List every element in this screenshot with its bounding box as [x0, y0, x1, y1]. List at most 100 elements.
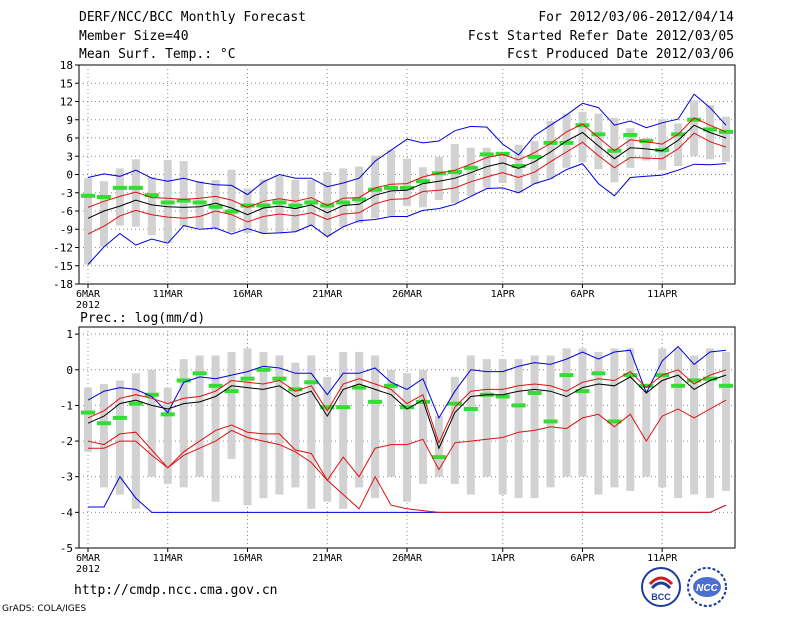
prec-observed-marker: [575, 389, 590, 394]
temp-spread-bar: [211, 179, 220, 229]
prec-observed-marker: [192, 371, 207, 376]
ncc-logo: NCC: [687, 567, 727, 607]
prec-spread-bar: [514, 359, 523, 499]
prec-observed-marker: [336, 405, 351, 410]
temp-xtick-year: 2012: [76, 300, 100, 311]
prec-observed-marker: [607, 419, 622, 424]
prec-spread-bar: [195, 355, 204, 477]
prec-spread-bar: [690, 355, 699, 495]
temp-observed-marker: [384, 185, 399, 190]
temp-spread-bar: [84, 178, 92, 265]
grads-credit: GrADS: COLA/IGES: [2, 604, 87, 614]
prec-ytick-label: -2: [60, 435, 73, 448]
temp-ytick-label: 12: [60, 96, 73, 109]
prec-xtick-year: 2012: [76, 564, 100, 575]
prec-spread-bar: [291, 362, 300, 488]
temp-observed-marker: [176, 198, 191, 203]
prec-observed-marker: [639, 383, 654, 388]
prec-observed-marker: [623, 373, 638, 378]
prec-observed-marker: [543, 419, 558, 424]
temp-spread-bar: [530, 141, 539, 185]
temp-spread-bar: [227, 169, 236, 233]
prec-observed-marker: [352, 385, 367, 390]
prec-spread-bar: [163, 387, 172, 484]
bcc-logo: BCC: [641, 567, 681, 607]
prec-spread-bar: [84, 387, 92, 452]
source-url[interactable]: http://cmdp.ncc.cma.gov.cn: [74, 583, 278, 598]
prec-spread-bar: [594, 351, 603, 495]
temp-observed-marker: [96, 195, 111, 200]
prec-spread-bar: [658, 348, 667, 488]
temp-spread-bar: [131, 159, 140, 227]
temp-observed-marker: [447, 170, 462, 175]
prec-spread-bar: [179, 359, 188, 488]
temp-observed-marker: [192, 200, 207, 205]
temp-observed-marker: [256, 203, 271, 208]
prec-spread-bar: [578, 348, 587, 477]
prec-spread-bar: [642, 391, 651, 477]
prec-observed-marker: [415, 399, 430, 404]
temp-spread-bar: [147, 176, 156, 236]
temp-observed-marker: [495, 151, 510, 156]
prec-observed-marker: [463, 406, 478, 411]
prec-ytick-label: -5: [60, 542, 73, 555]
temp-observed-marker: [655, 148, 670, 153]
temp-xtick-label: 26MAR: [392, 289, 423, 300]
variable-label: Mean Surf. Temp.: °C: [79, 47, 236, 62]
temp-observed-marker: [400, 185, 414, 190]
temp-spread-bar: [243, 188, 252, 233]
prec-xtick-label: 11MAR: [153, 553, 184, 564]
prec-spread-bar: [466, 355, 475, 495]
prec-observed-marker: [719, 383, 733, 388]
member-size: Member Size=40: [79, 29, 189, 44]
prec-xtick-label: 11APR: [647, 553, 678, 564]
prec-spread-bar: [418, 369, 427, 484]
temp-ytick-label: -12: [53, 242, 73, 255]
temp-xtick-label: 6APR: [570, 289, 595, 300]
prec-observed-marker: [208, 383, 223, 388]
temp-spread-bar: [466, 147, 475, 196]
temp-spread-bar: [179, 161, 188, 227]
temp-observed-marker: [591, 132, 606, 137]
prec-ytick-label: -3: [60, 471, 73, 484]
prec-observed-marker: [447, 401, 462, 406]
svg-text:NCC: NCC: [696, 583, 718, 594]
prec-observed-marker: [112, 415, 127, 420]
temp-ytick-label: 6: [66, 132, 73, 145]
prec-observed-marker: [703, 376, 718, 381]
temp-spread-bar: [195, 181, 204, 229]
prec-observed-marker: [368, 399, 383, 404]
svg-text:BCC: BCC: [651, 592, 671, 602]
prec-xtick-label: 1APR: [491, 553, 516, 564]
temp-xtick-label: 6MAR: [76, 289, 101, 300]
prec-spread-bar: [387, 369, 396, 477]
prec-observed-marker: [144, 392, 159, 397]
prec-xtick-label: 6APR: [570, 553, 595, 564]
prec-spread-bar: [259, 351, 268, 499]
prec-observed-marker: [384, 383, 399, 388]
prec-ytick-label: -4: [60, 506, 74, 519]
prec-spread-bar: [610, 348, 619, 488]
prec-spread-bar: [482, 359, 491, 477]
temp-observed-marker: [527, 154, 542, 159]
prec-ytick-label: 1: [66, 328, 73, 341]
temp-ytick-label: 3: [66, 150, 73, 163]
temp-observed-marker: [639, 139, 654, 144]
prec-spread-bar: [403, 373, 411, 502]
prec-spread-bar: [434, 416, 443, 477]
prec-spread-bar: [323, 376, 332, 502]
prec-spread-bar: [355, 351, 364, 488]
prec-observed-marker: [96, 421, 111, 426]
temp-xtick-label: 1APR: [491, 289, 516, 300]
prec-observed-marker: [527, 390, 542, 395]
temp-observed-marker: [575, 123, 590, 128]
temp-observed-marker: [144, 193, 159, 198]
prec-observed-marker: [495, 394, 510, 399]
temp-spread-bar: [355, 166, 364, 224]
prec-xtick-label: 26MAR: [392, 553, 423, 564]
prec-observed-marker: [304, 380, 319, 385]
prec-spread-lower-line: [87, 399, 727, 482]
prec-observed-marker: [671, 383, 686, 388]
temp-spread-bar: [722, 116, 730, 162]
temp-spread-bar: [498, 156, 507, 184]
